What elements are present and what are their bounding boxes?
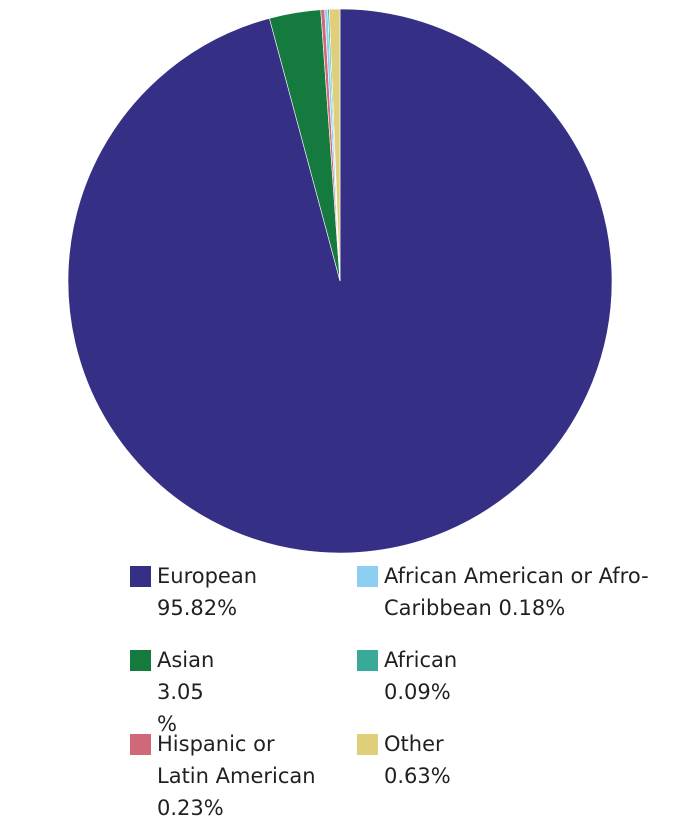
legend-value: 0.09% [384, 680, 451, 704]
legend-text: African 0.09% [384, 644, 457, 708]
chart [67, 8, 613, 554]
legend-value: 0.18% [498, 596, 566, 620]
legend-swatch [357, 734, 378, 755]
legend-swatch [130, 734, 151, 755]
legend-swatch [130, 566, 151, 587]
legend-text: Other 0.63% [384, 728, 451, 792]
legend-label: European [157, 564, 258, 588]
legend-label: Hispanic or Latin American [157, 732, 316, 788]
legend-value: 0.63% [384, 764, 451, 788]
legend-text: African American or Afro-Caribbean 0.18% [384, 560, 659, 624]
legend-swatch [357, 566, 378, 587]
legend-value: 3.05 % [157, 680, 204, 736]
legend-value: 95.82% [157, 596, 238, 620]
legend-text: Hispanic or Latin American 0.23% [157, 728, 322, 824]
legend-label: Other [384, 732, 444, 756]
legend-swatch [357, 650, 378, 671]
legend-text: European 95.82% [157, 560, 257, 624]
legend-label: African American or Afro-Caribbean [384, 564, 649, 620]
legend-text: Asian 3.05 % [157, 644, 214, 740]
legend-value: 0.23% [157, 796, 224, 820]
pie-slice [328, 8, 341, 282]
legend-swatch [130, 650, 151, 671]
legend-label: African [384, 648, 458, 672]
legend-label: Asian [157, 648, 215, 672]
